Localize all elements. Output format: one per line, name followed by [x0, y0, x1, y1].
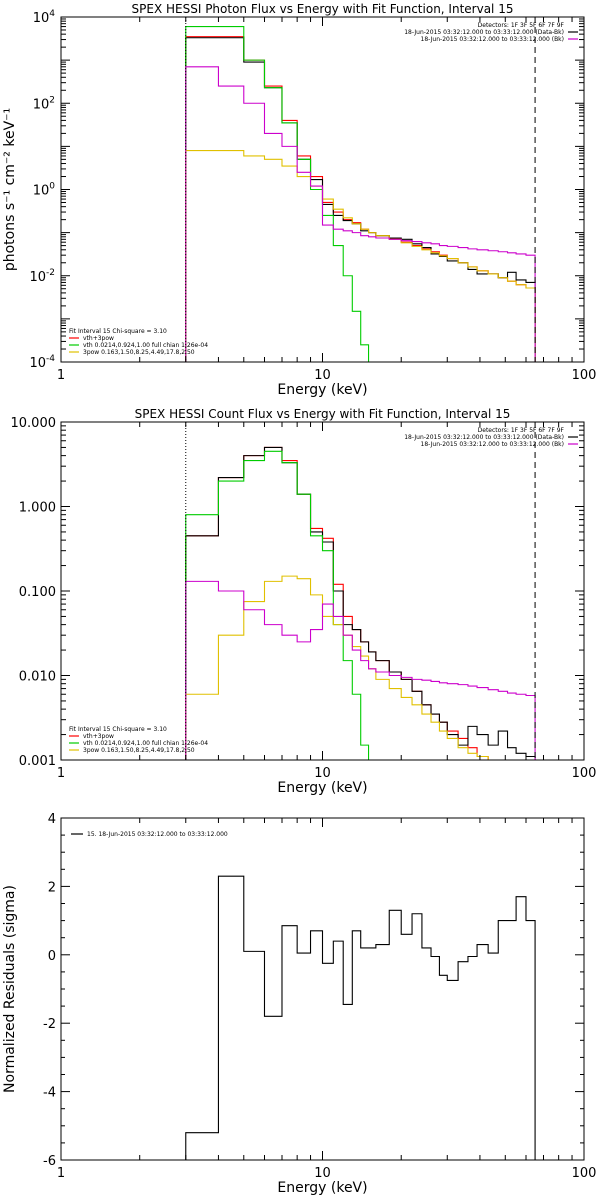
y-tick-label: 100: [33, 182, 56, 199]
legend-entry: 18-Jun-2015 03:32:12.000 to 03:33:12.000…: [421, 36, 564, 43]
x-tick-label: 10: [314, 766, 331, 781]
y-axis-label: Normalized Residuals (sigma): [2, 885, 18, 1093]
x-tick-label: 100: [572, 1166, 597, 1181]
chart-panel-3: 1 10 100 Energy (keV) -6 -4 -2 0 2 4 Normalized Re…: [2, 812, 596, 1196]
chart-title: SPEX HESSI Photon Flux vs Energy with Fi…: [132, 2, 514, 16]
y-tick-label: 2: [48, 880, 56, 895]
legend-entry: vth+3pow: [83, 335, 114, 342]
legend-entry: Fit Interval 15 Chi-square = 3.10: [69, 726, 167, 733]
legend-entry: 3pow 0.163,1.50,8.25,4.49,17.8,2.50: [83, 349, 195, 356]
x-tick-label: 1: [57, 368, 65, 383]
chart-title: SPEX HESSI Count Flux vs Energy with Fit…: [135, 407, 511, 421]
legend-entry: vth 0.0214,0.924,1.00 full chian 1.26e-0…: [83, 342, 208, 349]
chart-panel-2: SPEX HESSI Count Flux vs Energy with Fit…: [11, 407, 597, 796]
y-tick-label: 10.000: [11, 416, 57, 431]
plot-frame: [60, 817, 585, 1161]
y-tick-label: 10-4: [29, 354, 55, 371]
x-axis-label: Energy (keV): [277, 1180, 367, 1196]
legend-entry: Detectors: 1F 3F 5F 6F 7F 9F: [478, 22, 565, 29]
x-tick-label: 100: [572, 368, 597, 383]
x-tick-label: 10: [314, 368, 331, 383]
plot-frame: [60, 421, 585, 761]
y-tick-label: 0: [48, 949, 56, 964]
series-line-5: [185, 580, 536, 760]
y-tick-label: 102: [33, 95, 55, 112]
series-line-5: [185, 66, 536, 362]
legend-entry: 3pow 0.163,1.50,8.25,4.49,17.8,2.50: [83, 747, 195, 754]
x-tick-label: 100: [572, 766, 597, 781]
legend-entry: Fit Interval 15 Chi-square = 3.10: [69, 328, 167, 335]
x-axis-label: Energy (keV): [277, 780, 367, 796]
y-tick-label: 10-2: [29, 268, 55, 285]
chart-panel-1: SPEX HESSI Photon Flux vs Energy with Fi…: [2, 2, 596, 398]
legend-entry: Detectors: 1F 3F 5F 6F 7F 9F: [478, 427, 565, 434]
legend-entry: vth+3pow: [83, 733, 114, 740]
legend-entry: 18-Jun-2015 03:32:12.000 to 03:33:12.000…: [404, 29, 564, 36]
y-tick-label: 0.010: [19, 670, 56, 685]
y-tick-label: 104: [33, 9, 56, 26]
legend-entry: 18-Jun-2015 03:32:12.000 to 03:33:12.000…: [404, 434, 564, 441]
x-tick-label: 1: [57, 766, 65, 781]
x-tick-label: 10: [314, 1166, 331, 1181]
y-tick-label: 0.100: [19, 585, 56, 600]
series-line-4: [185, 575, 536, 761]
x-axis-label: Energy (keV): [277, 382, 367, 398]
legend-entry: vth 0.0214,0.924,1.00 full chian 1.26e-0…: [83, 740, 208, 747]
series-line-3: [185, 450, 536, 761]
y-tick-label: -6: [43, 1154, 56, 1169]
y-tick-label: -4: [43, 1086, 56, 1101]
y-tick-label: 1.000: [19, 501, 56, 516]
legend-entry: 15. 18-Jun-2015 03:32:12.000 to 03:33:12…: [87, 831, 228, 838]
series-line-1: [185, 875, 536, 1160]
y-tick-label: -2: [43, 1017, 56, 1032]
series-line-3: [185, 26, 536, 363]
x-tick-label: 1: [57, 1166, 65, 1181]
legend-entry: 18-Jun-2015 03:32:12.000 to 03:33:12.000…: [421, 441, 564, 448]
y-tick-label: 0.001: [19, 754, 56, 769]
y-tick-label: 4: [48, 812, 56, 827]
y-axis-label: photons s⁻¹ cm⁻² keV⁻¹: [2, 108, 18, 271]
